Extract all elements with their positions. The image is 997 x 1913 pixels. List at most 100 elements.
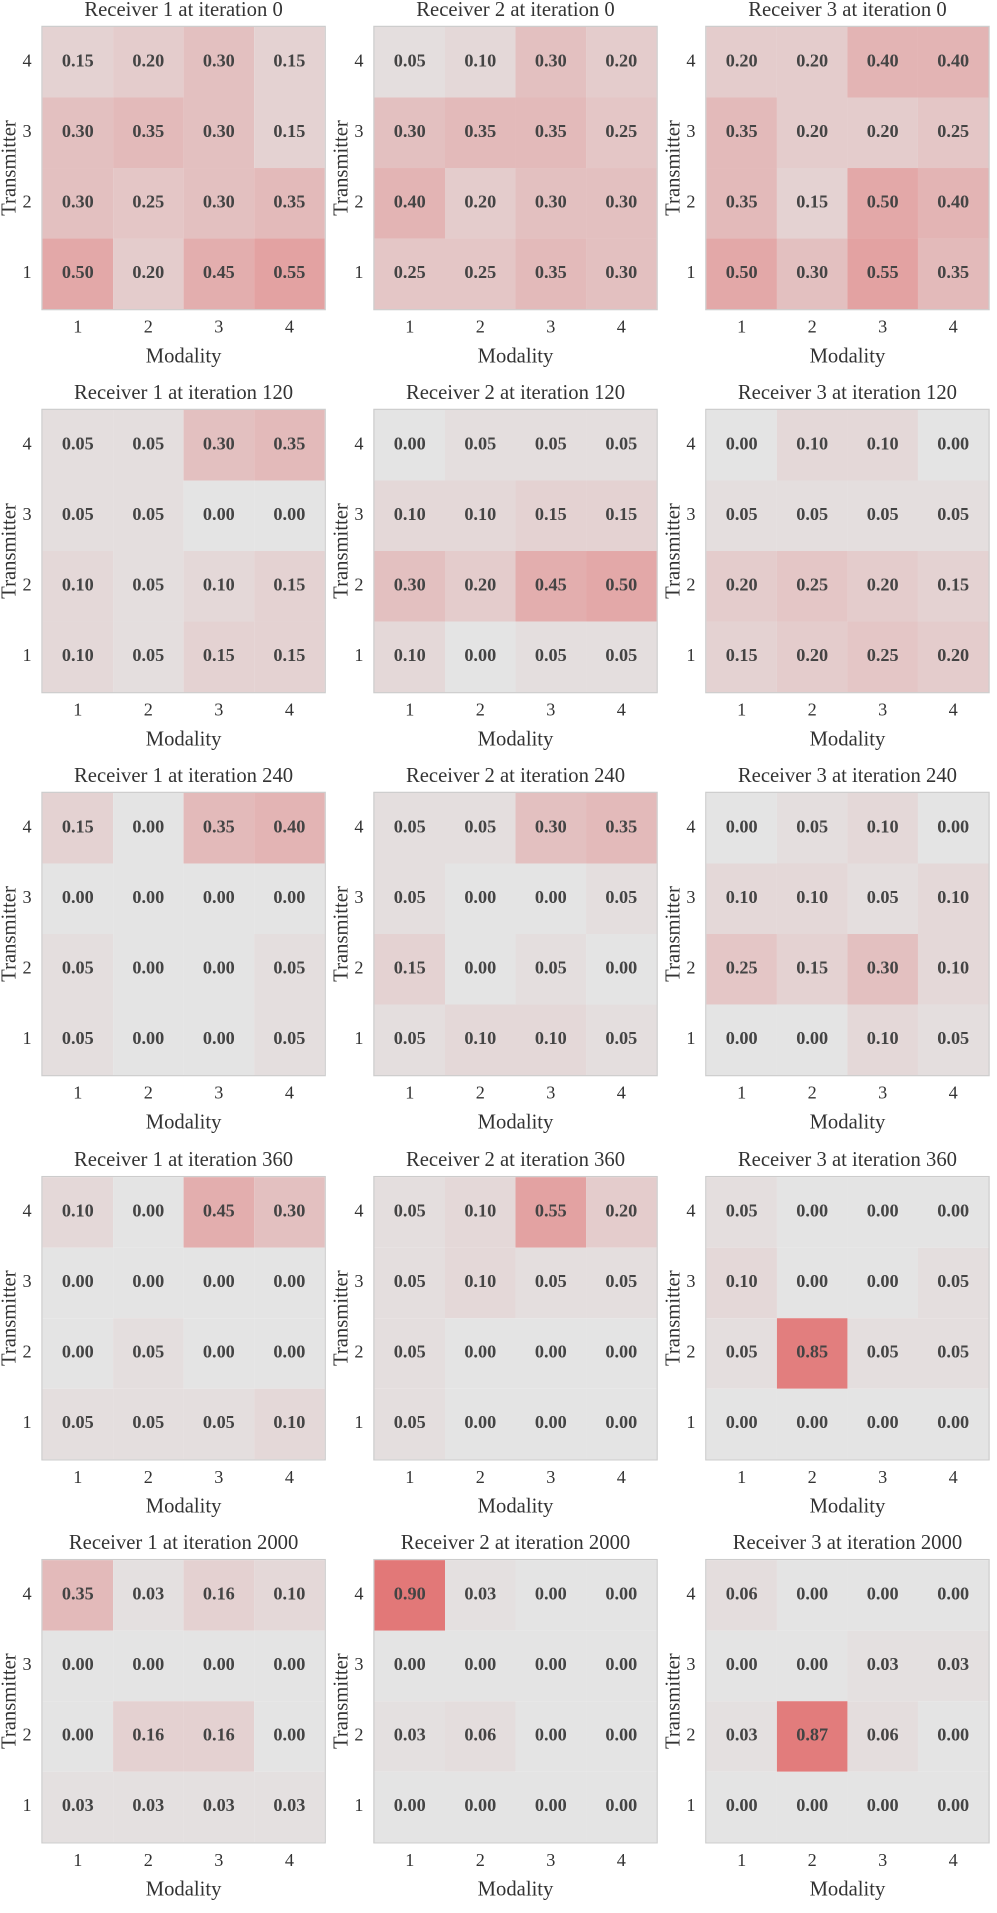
x-tick-label: 4 — [617, 1083, 626, 1103]
cell-label: 0.30 — [62, 121, 94, 141]
chart-title: Receiver 1 at iteration 120 — [74, 382, 293, 404]
cell — [445, 792, 516, 864]
x-tick-label: 4 — [617, 1467, 626, 1487]
cell — [586, 168, 657, 239]
cell-label: 0.03 — [273, 1795, 305, 1815]
cell-label: 0.05 — [605, 1271, 637, 1291]
cell-label: 0.00 — [132, 1654, 164, 1674]
cell — [183, 621, 255, 693]
cell-label: 0.05 — [394, 1271, 426, 1291]
x-tick-label: 4 — [617, 1850, 626, 1870]
cell-label: 0.25 — [726, 957, 758, 977]
cell-label: 0.00 — [726, 1795, 758, 1815]
cell-label: 0.30 — [605, 262, 637, 282]
cell — [515, 1004, 587, 1076]
x-axis-label: Modality — [478, 1496, 554, 1518]
y-axis-label: Transmitter — [663, 503, 685, 599]
cell — [113, 1630, 184, 1702]
x-tick-label: 3 — [546, 1850, 555, 1870]
cell-label: 0.05 — [132, 1342, 164, 1362]
cell-label: 0.35 — [62, 1584, 94, 1604]
cell — [254, 26, 325, 98]
cell — [917, 1177, 989, 1248]
cell-label: 0.00 — [132, 887, 164, 907]
cell — [776, 1388, 848, 1460]
cell — [445, 1177, 516, 1248]
x-axis-label: Modality — [810, 345, 886, 367]
x-axis-label: Modality — [810, 1879, 886, 1901]
x-tick-label: 2 — [144, 317, 153, 337]
cell-label: 0.10 — [796, 433, 828, 453]
cell — [776, 1247, 848, 1319]
cell-label: 0.00 — [796, 1654, 828, 1674]
chart-title: Receiver 2 at iteration 240 — [406, 765, 625, 787]
cell-label: 0.55 — [867, 262, 899, 282]
y-tick-label: 1 — [686, 1028, 695, 1048]
y-tick-label: 1 — [23, 1028, 32, 1048]
cell-label: 0.30 — [867, 957, 899, 977]
cell — [254, 1630, 325, 1702]
cell-label: 0.00 — [132, 1028, 164, 1048]
x-tick-label: 2 — [476, 1083, 485, 1103]
cell — [917, 480, 989, 552]
cell — [586, 26, 657, 98]
cell-label: 0.00 — [937, 1725, 969, 1745]
cell — [113, 97, 184, 169]
panel-border — [373, 25, 658, 311]
cell-label: 0.03 — [62, 1795, 94, 1815]
cell-label: 0.10 — [464, 1028, 496, 1048]
cell — [445, 168, 516, 239]
cell — [917, 1318, 989, 1389]
cell — [42, 1318, 114, 1389]
cell — [515, 1630, 587, 1702]
x-tick-label: 2 — [476, 700, 485, 720]
cell-label: 0.00 — [605, 1412, 637, 1432]
cell — [706, 1004, 777, 1076]
cell — [917, 1388, 989, 1460]
cell — [706, 1388, 777, 1460]
x-tick-label: 4 — [949, 700, 958, 720]
cell — [706, 1630, 777, 1702]
chart-title: Receiver 3 at iteration 240 — [738, 765, 957, 787]
cell-label: 0.20 — [867, 574, 899, 594]
cell — [847, 1560, 918, 1631]
x-tick-label: 3 — [878, 1083, 887, 1103]
cell — [113, 409, 184, 481]
cell-label: 0.15 — [62, 50, 94, 70]
cell — [776, 1560, 848, 1631]
cell — [776, 168, 848, 239]
y-tick-label: 1 — [354, 1412, 363, 1432]
x-axis-label: Modality — [478, 1879, 554, 1901]
cell — [706, 97, 777, 169]
cell-label: 0.00 — [132, 816, 164, 836]
cell — [113, 26, 184, 98]
cell-label: 0.25 — [937, 121, 969, 141]
cell — [113, 1247, 184, 1319]
cell-label: 0.30 — [273, 1201, 305, 1221]
chart-title: Receiver 3 at iteration 120 — [738, 382, 957, 404]
cell-label: 0.35 — [203, 816, 235, 836]
cell-label: 0.05 — [464, 816, 496, 836]
cell — [254, 238, 325, 310]
x-tick-label: 2 — [476, 317, 485, 337]
x-axis-label: Modality — [478, 728, 554, 750]
cell-label: 0.20 — [726, 574, 758, 594]
cell-label: 0.05 — [394, 816, 426, 836]
cell-label: 0.00 — [867, 1201, 899, 1221]
cell-label: 0.35 — [937, 262, 969, 282]
cell — [42, 1560, 114, 1631]
x-tick-label: 2 — [144, 1083, 153, 1103]
cell — [445, 1004, 516, 1076]
cell — [515, 551, 587, 622]
cell — [847, 1701, 918, 1772]
panel-border — [705, 25, 990, 311]
cell — [374, 1004, 446, 1076]
cell — [374, 480, 446, 552]
cell-label: 0.50 — [605, 574, 637, 594]
cell-label: 0.05 — [132, 574, 164, 594]
cell-label: 0.30 — [796, 262, 828, 282]
cell-label: 0.00 — [203, 1271, 235, 1291]
cell — [42, 621, 114, 693]
cell-label: 0.05 — [605, 1028, 637, 1048]
